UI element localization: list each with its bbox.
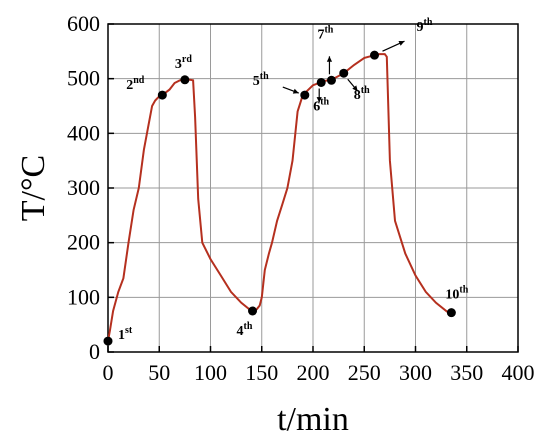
point-label: 6th [313,96,329,114]
point-number: 6 [313,99,320,114]
point-suffix: th [361,85,370,96]
point-label: 5th [253,71,269,89]
point-number: 3 [175,57,182,72]
point-suffix: rd [182,54,192,65]
x-tick-label: 0 [103,360,114,385]
point-marker [157,90,167,100]
point-marker [339,68,349,78]
point-marker [300,90,310,100]
point-marker [370,50,379,60]
y-tick-label: 300 [67,175,100,200]
point-label: 2nd [126,75,145,93]
x-tick-label: 150 [245,360,278,385]
point-number: 9 [417,20,424,35]
point-number: 7 [317,27,324,42]
x-tick-label: 50 [148,360,170,385]
grid [108,24,518,352]
y-tick-label: 0 [89,339,100,364]
point-number: 5 [253,74,260,89]
point-label: 3rd [175,54,192,72]
point-suffix: th [244,321,253,332]
x-tick-labels: 0 50 100 150 200 250 300 350 400 [103,360,535,385]
x-tick-label: 300 [399,360,432,385]
y-axis-title: T/°C [15,155,52,222]
point-suffix: th [459,285,468,296]
arrow-head [326,56,333,62]
point-suffix: th [324,24,333,35]
point-number: 8 [354,88,361,103]
point-label: 7th [317,24,333,42]
x-tick-label: 250 [348,360,381,385]
y-tick-labels: 0 100 200 300 400 500 600 [67,11,100,364]
point-number: 10 [445,288,459,303]
arrow-head [316,97,322,103]
x-tick-label: 350 [450,360,483,385]
arrow-head [352,85,358,92]
x-axis-title: t/min [277,401,349,438]
x-tick-label: 100 [194,360,227,385]
point-number: 4 [237,324,244,339]
point-number: 1 [118,328,125,343]
point-suffix: st [125,325,133,336]
x-tick-label: 200 [297,360,330,385]
arrow-head [292,88,299,94]
point-suffix: th [424,17,433,28]
point-marker [326,75,336,85]
point-label: 10th [445,285,468,303]
temperature-line [107,53,453,342]
point-label: 4th [237,321,253,339]
point-label: 1st [118,325,133,343]
y-tick-label: 100 [67,284,100,309]
arrow-head [398,41,405,46]
point-suffix: nd [133,75,145,86]
point-number: 2 [126,78,133,93]
point-suffix: th [260,71,269,82]
point-suffix: th [320,96,329,107]
point-marker [248,306,258,316]
point-label: 9th [417,17,433,35]
markers [103,50,456,346]
y-tick-label: 500 [67,66,100,91]
y-tick-label: 600 [67,11,100,36]
y-tick-label: 400 [67,120,100,145]
point-marker [316,77,326,87]
point-label: 8th [354,85,370,103]
x-tick-label: 400 [502,360,535,385]
point-marker [446,308,456,318]
point-marker [103,336,113,346]
y-tick-label: 200 [67,230,100,255]
point-marker [180,75,190,85]
ticks [107,23,519,353]
